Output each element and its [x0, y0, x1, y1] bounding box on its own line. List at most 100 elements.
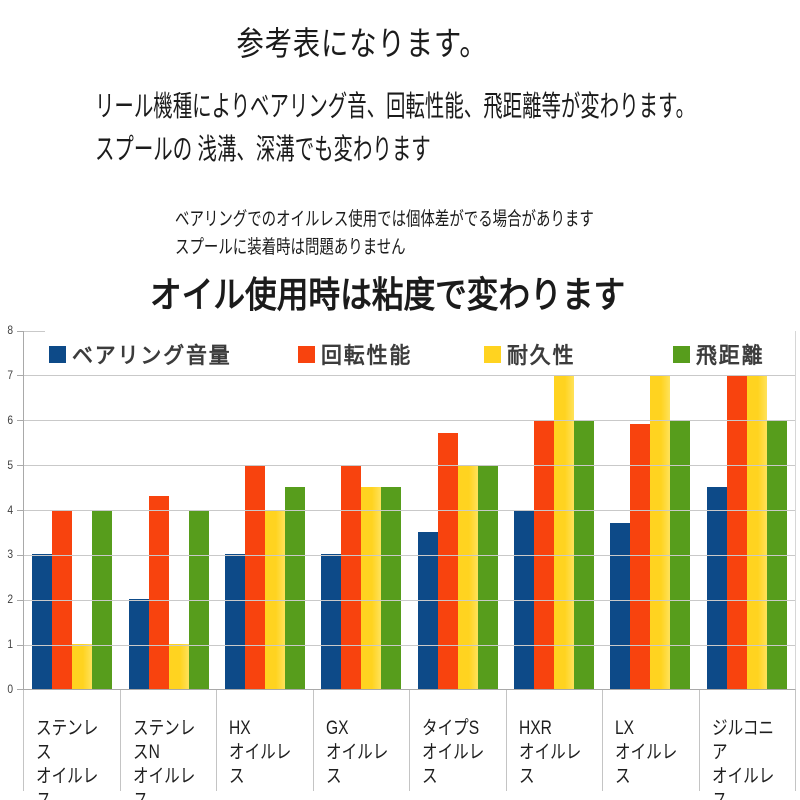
bar: [477, 464, 498, 689]
gridline-4: [24, 510, 795, 511]
bar: [92, 509, 113, 689]
x-axis-labels: ステンレス オイルレスステンレスN オイルレス HX オイルレス GX オイルレスタ…: [23, 690, 796, 800]
legend-swatch-icon: [673, 345, 690, 363]
bar: [437, 433, 458, 689]
bar-group-1: [24, 331, 120, 689]
y-tick-label-1: 1: [7, 637, 13, 652]
bar: [168, 644, 189, 689]
legend-label: ベアリング音量: [72, 343, 232, 368]
y-tick-label-6: 6: [7, 412, 13, 427]
y-tick-8: [17, 331, 24, 332]
chart-subtitle: オイル使用時は粘度で変わります: [150, 274, 626, 315]
y-tick-label-2: 2: [7, 592, 13, 607]
bar: [224, 554, 245, 689]
x-axis-label-text: ステンレス オイルレス: [36, 718, 99, 800]
gridline-6: [24, 420, 795, 422]
bar: [148, 496, 169, 689]
page-title: 参考表になります。: [236, 25, 488, 62]
bar: [650, 374, 671, 689]
plot-area: ベアリング音量 回転性能 耐久性 飛距離: [17, 331, 796, 690]
x-axis-label-1: ステンレス オイルレス: [24, 690, 121, 800]
legend-item-1: ベアリング音量: [49, 338, 240, 370]
y-tick-label-3: 3: [7, 547, 13, 562]
gridline-top-stub: [24, 331, 45, 332]
bar: [32, 554, 53, 689]
bar-groups: [24, 331, 795, 689]
bar: [361, 487, 382, 689]
legend-label: 飛距離: [696, 343, 765, 368]
note-text: ベアリングでのオイルレス使用では個体差がでる場合があります スプールに装着時は問…: [175, 206, 594, 262]
bar: [746, 374, 767, 689]
x-axis-label-7: LX オイルレス: [603, 690, 700, 791]
bar-group-2: [120, 331, 216, 689]
x-axis-label-3: HX オイルレス: [217, 690, 314, 791]
bar: [72, 644, 93, 689]
bar: [610, 522, 631, 689]
intro-line-2: スプールの 浅溝、深溝でも変わります: [95, 134, 431, 166]
bar-group-7: [602, 331, 698, 689]
x-axis-label-text: ステンレスN オイルレス: [132, 718, 195, 800]
bar: [264, 509, 285, 689]
x-axis-label-text: タイプS オイルレス: [422, 718, 485, 787]
y-tick-7: [17, 375, 24, 377]
x-axis-label-text: LX オイルレス: [615, 718, 678, 787]
legend-item-3: 耐久性: [484, 338, 579, 370]
bar: [670, 419, 691, 689]
intro-text: リール機種によりベアリング音、回転性能、飛距離等が変わります。 スプールの 浅溝…: [95, 86, 695, 172]
legend-swatch-icon: [484, 345, 501, 363]
note-line-1: ベアリングでのオイルレス使用では個体差がでる場合があります: [175, 209, 594, 230]
legend-item-2: 回転性能: [298, 338, 417, 370]
y-tick-4: [17, 510, 24, 511]
gridline-3: [24, 554, 795, 556]
y-tick-2: [17, 599, 24, 601]
bar-group-6: [506, 331, 602, 689]
bar: [766, 419, 787, 689]
gridline-5: [24, 465, 795, 467]
bar-group-3: [217, 331, 313, 689]
legend-label: 耐久性: [507, 343, 576, 368]
x-axis-label-text: HX オイルレス: [229, 718, 292, 787]
bar: [706, 487, 727, 689]
x-axis-label-text: GX オイルレス: [325, 718, 388, 787]
x-axis-label-text: HXR オイルレス: [518, 718, 581, 787]
y-tick-0: [17, 689, 24, 690]
x-axis-label-8: ジルコニア オイルレス: [700, 690, 796, 800]
y-tick-6: [17, 420, 24, 422]
bar: [244, 464, 265, 689]
bar: [128, 599, 149, 689]
bar: [554, 374, 575, 689]
y-tick-label-0: 0: [7, 682, 13, 696]
gridline-2: [24, 599, 795, 601]
bar: [417, 531, 438, 689]
gridline-7: [24, 375, 795, 377]
bar: [284, 487, 305, 689]
x-axis-label-text: ジルコニア オイルレス: [711, 718, 774, 800]
legend-label: 回転性能: [321, 343, 413, 368]
bar-group-5: [410, 331, 506, 689]
legend-item-4: 飛距離: [673, 338, 768, 370]
bar: [726, 374, 747, 689]
bar: [52, 509, 73, 689]
y-tick-label-8: 8: [7, 323, 13, 337]
bar: [514, 509, 535, 689]
x-axis-label-6: HXR オイルレス: [507, 690, 603, 791]
bar: [321, 554, 342, 689]
bar: [630, 424, 651, 689]
bar: [534, 419, 555, 689]
legend-swatch-icon: [49, 345, 66, 363]
y-tick-label-5: 5: [7, 457, 13, 472]
x-axis-label-5: タイプS オイルレス: [410, 690, 507, 791]
y-axis-labels: 0 1 2 3 4 5 6 7 8: [0, 323, 19, 696]
y-tick-3: [17, 554, 24, 556]
bar: [188, 509, 209, 689]
x-axis-label-2: ステンレスN オイルレス: [121, 690, 217, 800]
bar: [341, 464, 362, 689]
bar: [457, 464, 478, 689]
gridline-1: [24, 644, 795, 646]
legend-swatch-icon: [298, 345, 315, 363]
y-tick-5: [17, 465, 24, 467]
bar: [381, 487, 402, 689]
bar-group-8: [699, 331, 795, 689]
x-axis-label-4: GX オイルレス: [314, 690, 410, 791]
